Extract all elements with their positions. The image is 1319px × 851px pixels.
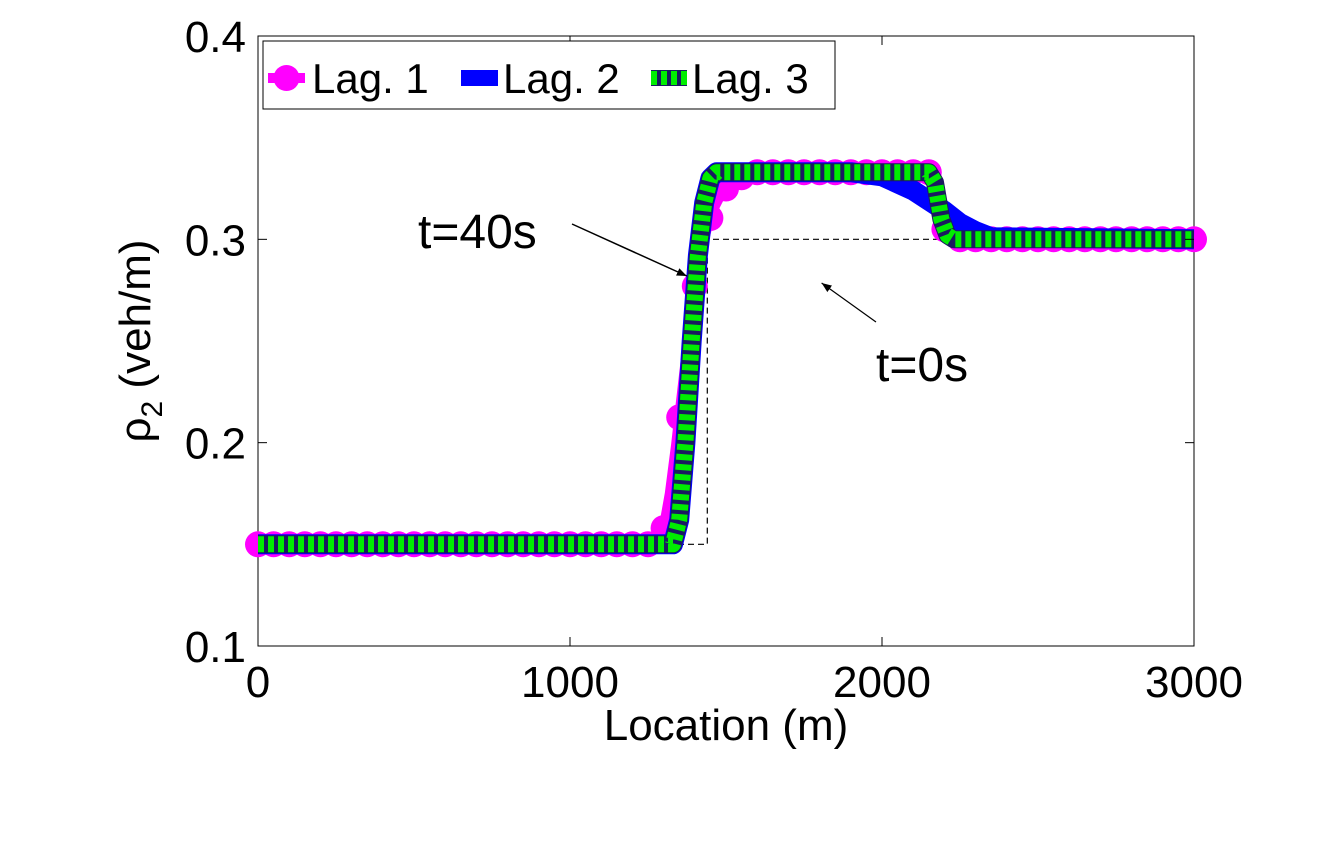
- annotation-arrow: [821, 282, 877, 323]
- legend-swatch-lag1-marker: [273, 65, 300, 91]
- x-tick-label: 0: [246, 658, 270, 707]
- annotation-label: t=40s: [418, 206, 537, 259]
- y-axis-label-subscript: 2: [136, 401, 169, 418]
- legend-box: [262, 40, 836, 110]
- tick-layer: 0 1000 2000 3000 0.1 0.2 0.3 0.4: [185, 13, 1243, 707]
- y-tick-label: 0.1: [185, 623, 246, 672]
- x-axis-label: Location (m): [604, 701, 849, 750]
- legend-label: Lag. 3: [692, 55, 809, 102]
- x-tick-label: 2000: [833, 658, 931, 707]
- y-axis-label: ρ2 (veh/m): [111, 239, 169, 442]
- annotation-layer: t=40s t=0s: [418, 206, 968, 392]
- legend: Lag. 1 Lag. 2 Lag. 3: [262, 40, 836, 110]
- series-layer: [245, 159, 1207, 558]
- y-axis-label-main: ρ: [111, 418, 160, 443]
- y-axis-label-unit: (veh/m): [111, 239, 160, 400]
- x-tick-label: 1000: [521, 658, 619, 707]
- annotation-arrow: [571, 223, 688, 277]
- annotation-label: t=0s: [876, 339, 968, 392]
- legend-label: Lag. 2: [503, 55, 620, 102]
- legend-label: Lag. 1: [312, 55, 429, 102]
- y-tick-label: 0.3: [185, 216, 246, 265]
- series-lag3-line: [258, 164, 1194, 553]
- x-tick-label: 3000: [1145, 658, 1243, 707]
- y-tick-label: 0.2: [185, 420, 246, 469]
- y-tick-label: 0.4: [185, 13, 246, 62]
